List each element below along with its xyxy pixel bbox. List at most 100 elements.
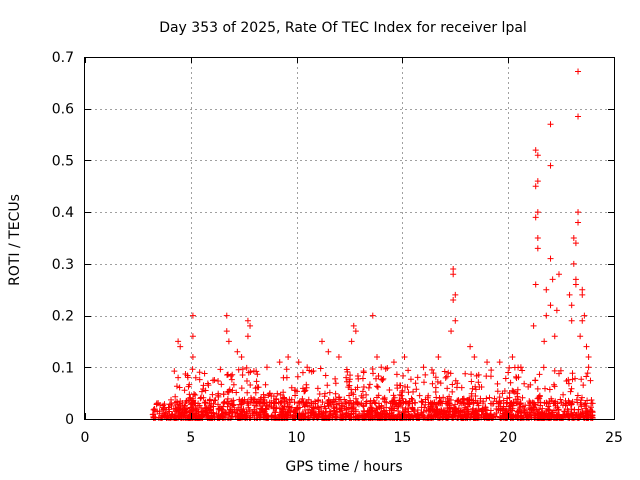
data-point	[189, 395, 196, 402]
data-point	[405, 408, 412, 415]
data-point	[316, 410, 323, 417]
data-point	[572, 240, 579, 247]
data-point	[579, 317, 586, 324]
data-point	[189, 366, 196, 373]
data-point	[534, 152, 541, 159]
data-point	[575, 209, 582, 216]
data-point	[198, 394, 205, 401]
data-point	[561, 411, 568, 418]
data-point	[517, 400, 524, 407]
data-point	[430, 370, 437, 377]
data-point	[581, 312, 588, 319]
data-point	[390, 392, 397, 399]
data-point	[348, 389, 355, 396]
data-point	[287, 409, 294, 416]
data-point	[317, 365, 324, 372]
data-point	[346, 392, 353, 399]
data-point	[244, 333, 251, 340]
data-point	[296, 404, 303, 411]
data-point	[150, 406, 157, 413]
data-point	[350, 410, 357, 417]
data-point	[268, 413, 275, 420]
data-point	[575, 410, 582, 417]
data-point	[217, 366, 224, 373]
data-point	[215, 390, 222, 397]
data-point	[238, 385, 245, 392]
data-point	[457, 407, 464, 414]
plot-frame	[84, 57, 615, 420]
data-point	[504, 395, 511, 402]
data-point	[549, 409, 556, 416]
data-point	[450, 297, 457, 304]
data-point	[530, 322, 537, 329]
data-point	[224, 399, 231, 406]
data-point	[165, 404, 172, 411]
data-point	[433, 394, 440, 401]
data-point	[206, 397, 213, 404]
y-tick-label: 0.4	[52, 205, 74, 221]
data-point	[330, 396, 337, 403]
chart-title: Day 353 of 2025, Rate Of TEC Index for r…	[159, 20, 527, 36]
data-point	[226, 386, 233, 393]
data-point	[585, 364, 592, 371]
data-point	[281, 395, 288, 402]
data-point	[519, 394, 526, 401]
data-point	[425, 399, 432, 406]
data-point	[402, 406, 409, 413]
data-point	[352, 386, 359, 393]
data-point	[253, 378, 260, 385]
data-point	[527, 400, 534, 407]
data-point	[412, 380, 419, 387]
data-point	[471, 353, 478, 360]
data-point	[201, 370, 208, 377]
data-point	[365, 384, 372, 391]
data-point	[392, 401, 399, 408]
data-point	[237, 412, 244, 419]
data-point	[536, 392, 543, 399]
data-point	[225, 338, 232, 345]
y-tick-label: 0.2	[52, 309, 74, 325]
x-axis-label: GPS time / hours	[285, 459, 402, 475]
data-point	[361, 408, 368, 415]
data-point	[367, 400, 374, 407]
data-point	[218, 412, 225, 419]
data-point	[406, 413, 413, 420]
data-point	[332, 375, 339, 382]
data-point	[548, 397, 555, 404]
data-point	[197, 395, 204, 402]
data-point	[176, 413, 183, 420]
data-point	[270, 405, 277, 412]
data-point	[399, 387, 406, 394]
data-point	[472, 383, 479, 390]
data-point	[416, 392, 423, 399]
data-point	[364, 407, 371, 414]
data-point	[494, 380, 501, 387]
data-point	[564, 412, 571, 419]
data-point	[514, 386, 521, 393]
data-point	[496, 359, 503, 366]
data-point	[308, 400, 315, 407]
data-point	[474, 400, 481, 407]
data-point	[566, 291, 573, 298]
data-point	[210, 409, 217, 416]
data-point	[525, 383, 532, 390]
data-point	[483, 411, 490, 418]
data-point	[578, 376, 585, 383]
data-point	[279, 408, 286, 415]
data-point	[276, 359, 283, 366]
data-point	[452, 401, 459, 408]
data-point	[378, 376, 385, 383]
data-point	[405, 389, 412, 396]
data-point	[231, 406, 238, 413]
data-point	[534, 178, 541, 185]
data-point	[447, 397, 454, 404]
data-point	[507, 400, 514, 407]
data-point	[185, 396, 192, 403]
data-point	[396, 399, 403, 406]
data-point	[189, 333, 196, 340]
data-point	[534, 235, 541, 241]
data-point	[285, 353, 292, 360]
data-point	[366, 381, 373, 388]
data-point	[227, 372, 234, 379]
data-point	[295, 413, 302, 420]
